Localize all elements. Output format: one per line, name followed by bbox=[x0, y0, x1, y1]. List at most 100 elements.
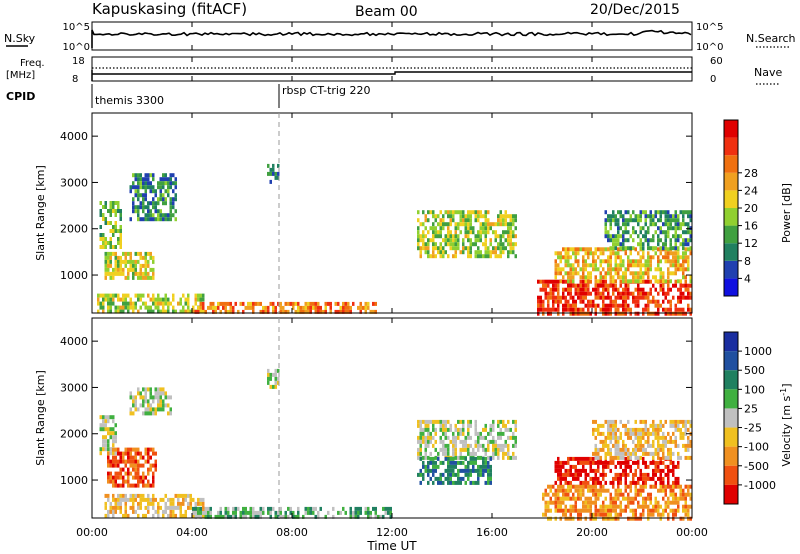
power-cell bbox=[152, 177, 155, 182]
power-cell bbox=[342, 309, 345, 314]
velocity-cell bbox=[669, 423, 672, 428]
velocity-cell bbox=[114, 423, 117, 428]
power-cell bbox=[639, 210, 642, 215]
power-cell bbox=[589, 311, 592, 316]
velocity-cell bbox=[129, 407, 132, 412]
velocity-cell bbox=[592, 512, 595, 517]
velocity-cell bbox=[374, 510, 377, 515]
velocity-cell bbox=[657, 451, 660, 456]
velocity-cell bbox=[492, 419, 495, 424]
power-cell bbox=[667, 247, 670, 252]
power-cell bbox=[547, 279, 550, 284]
power-ytick-label: 4000 bbox=[60, 130, 88, 143]
power-cell bbox=[562, 311, 565, 316]
velocity-cell bbox=[124, 493, 127, 498]
power-cell bbox=[579, 283, 582, 288]
power-cell bbox=[317, 301, 320, 306]
velocity-cell bbox=[487, 464, 490, 469]
power-cell bbox=[664, 259, 667, 264]
velocity-cell bbox=[127, 471, 130, 476]
power-cell bbox=[682, 311, 685, 316]
power-cell bbox=[209, 305, 212, 310]
velocity-cell bbox=[634, 451, 637, 456]
velocity-cell bbox=[197, 506, 200, 511]
velocity-cell bbox=[674, 419, 677, 424]
velocity-cell bbox=[612, 427, 615, 432]
power-cell bbox=[97, 293, 100, 298]
power-cell bbox=[347, 305, 350, 310]
velocity-cell bbox=[109, 415, 112, 420]
power-cell bbox=[582, 259, 585, 264]
power-cell bbox=[169, 217, 172, 222]
power-cell bbox=[679, 255, 682, 260]
velocity-cell bbox=[572, 496, 575, 501]
power-cell bbox=[689, 214, 692, 219]
power-cell bbox=[132, 275, 135, 280]
velocity-cell bbox=[614, 423, 617, 428]
power-cell bbox=[567, 299, 570, 304]
velocity-cell bbox=[424, 451, 427, 456]
velocity-cell bbox=[114, 455, 117, 460]
power-cell bbox=[684, 242, 687, 247]
velocity-cell bbox=[134, 395, 137, 400]
velocity-cell bbox=[509, 455, 512, 460]
power-cell bbox=[119, 263, 122, 268]
power-cell bbox=[334, 309, 337, 314]
velocity-cell bbox=[427, 468, 430, 473]
power-cell bbox=[132, 209, 135, 214]
power-cell bbox=[649, 210, 652, 215]
velocity-cell bbox=[579, 484, 582, 489]
power-cell bbox=[147, 173, 150, 178]
power-cell bbox=[157, 293, 160, 298]
velocity-cell bbox=[232, 510, 235, 515]
velocity-cell bbox=[662, 496, 665, 501]
power-cell bbox=[614, 251, 617, 256]
power-cell bbox=[639, 295, 642, 300]
power-cell bbox=[669, 226, 672, 231]
power-cell bbox=[627, 230, 630, 235]
power-cell bbox=[614, 283, 617, 288]
power-cell bbox=[439, 230, 442, 235]
velocity-cell bbox=[444, 456, 447, 461]
velocity-cell bbox=[584, 460, 587, 465]
power-cell bbox=[632, 295, 635, 300]
velocity-cell bbox=[172, 509, 175, 514]
power-cell bbox=[539, 295, 542, 300]
velocity-cell bbox=[654, 468, 657, 473]
power-cell bbox=[104, 241, 107, 245]
velocity-cell bbox=[349, 510, 352, 515]
power-cell bbox=[117, 271, 120, 276]
power-cell bbox=[679, 279, 682, 284]
power-cell bbox=[504, 210, 507, 215]
velocity-cell bbox=[642, 488, 645, 493]
power-cell bbox=[622, 263, 625, 268]
power-cell bbox=[164, 293, 167, 298]
velocity-cell bbox=[602, 484, 605, 489]
power-cell bbox=[572, 295, 575, 300]
velocity-cell bbox=[677, 455, 680, 460]
power-cell bbox=[109, 209, 112, 213]
velocity-cell bbox=[609, 480, 612, 485]
velocity-cell bbox=[604, 480, 607, 485]
power-cell bbox=[624, 295, 627, 300]
velocity-cell bbox=[287, 506, 290, 511]
power-cell bbox=[262, 305, 265, 310]
power-cell bbox=[659, 283, 662, 288]
velocity-cell bbox=[587, 488, 590, 493]
velocity-cell bbox=[437, 464, 440, 469]
velocity-cell bbox=[167, 497, 170, 502]
power-cell bbox=[649, 311, 652, 316]
velocity-cell bbox=[594, 443, 597, 448]
power-cell bbox=[627, 283, 630, 288]
velocity-cell bbox=[572, 508, 575, 513]
velocity-cell bbox=[144, 451, 147, 456]
nsky-trace bbox=[91, 29, 692, 48]
velocity-cell bbox=[572, 456, 575, 461]
velocity-cell bbox=[659, 480, 662, 485]
power-cell bbox=[119, 213, 122, 217]
power-cell bbox=[479, 210, 482, 215]
power-cell bbox=[687, 287, 690, 292]
velocity-cell bbox=[147, 407, 150, 412]
velocity-cell bbox=[592, 419, 595, 424]
velocity-cell bbox=[169, 497, 172, 502]
